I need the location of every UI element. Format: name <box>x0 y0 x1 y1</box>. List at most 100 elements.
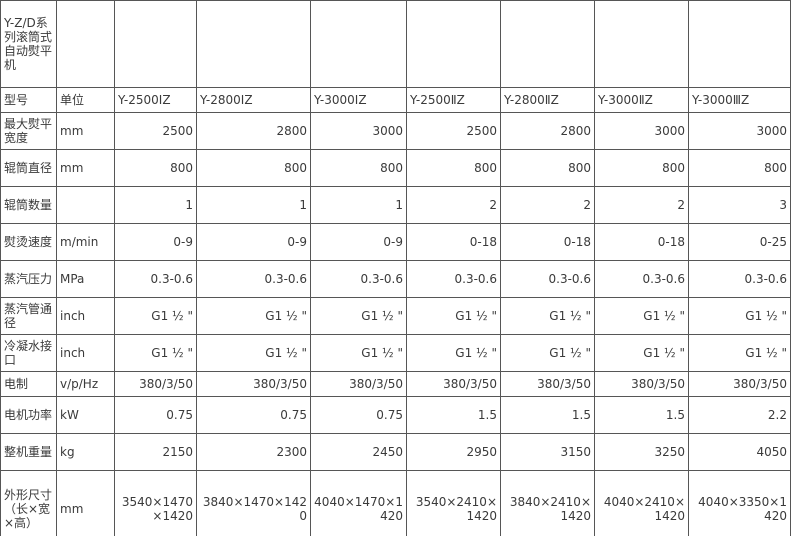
row-label: 冷凝水接口 <box>0 334 57 372</box>
model-name: Y-2800ⅡZ <box>500 87 595 113</box>
value-cell: G1 ½ " <box>500 297 595 335</box>
row-label: 外形尺寸（长×宽×高） <box>0 470 57 536</box>
value-cell: 4040×2410×1420 <box>594 470 689 536</box>
value-cell: 0.3-0.6 <box>196 260 311 298</box>
value-cell: 3540×1470×1420 <box>114 470 197 536</box>
table-row-ironing-speed: 熨烫速度 m/min 0-9 0-9 0-9 0-18 0-18 0-18 0-… <box>0 223 791 261</box>
unit-cell <box>56 186 115 224</box>
value-cell: 2500 <box>406 112 501 150</box>
value-cell: 0-9 <box>196 223 311 261</box>
model-name: Y-2500ⅡZ <box>406 87 501 113</box>
value-cell: 1 <box>310 186 407 224</box>
empty-cell <box>114 0 197 88</box>
value-cell: 2950 <box>406 433 501 471</box>
value-cell: 0-18 <box>406 223 501 261</box>
value-cell: G1 ½ " <box>114 334 197 372</box>
value-cell: 800 <box>196 149 311 187</box>
row-label: 最大熨平宽度 <box>0 112 57 150</box>
value-cell: G1 ½ " <box>406 334 501 372</box>
table-row-dimensions: 外形尺寸（长×宽×高） mm 3540×1470×1420 3840×1470×… <box>0 470 791 536</box>
value-cell: 3000 <box>310 112 407 150</box>
value-cell: 800 <box>114 149 197 187</box>
model-name: Y-2800ⅠZ <box>196 87 311 113</box>
value-cell: 3540×2410×1420 <box>406 470 501 536</box>
value-cell: 380/3/50 <box>196 371 311 397</box>
value-cell: 3250 <box>594 433 689 471</box>
value-cell: G1 ½ " <box>196 334 311 372</box>
unit-cell: inch <box>56 297 115 335</box>
value-cell: 380/3/50 <box>114 371 197 397</box>
value-cell: 2800 <box>196 112 311 150</box>
value-cell: 0.3-0.6 <box>594 260 689 298</box>
value-cell: 0.3-0.6 <box>406 260 501 298</box>
row-label: 辊筒数量 <box>0 186 57 224</box>
value-cell: 0.3-0.6 <box>310 260 407 298</box>
value-cell: 1.5 <box>500 396 595 434</box>
table-row-electric-supply: 电制 v/p/Hz 380/3/50 380/3/50 380/3/50 380… <box>0 371 791 397</box>
value-cell: 4040×3350×1420 <box>688 470 791 536</box>
value-cell: G1 ½ " <box>594 297 689 335</box>
value-cell: 380/3/50 <box>594 371 689 397</box>
value-cell: G1 ½ " <box>594 334 689 372</box>
unit-cell: kW <box>56 396 115 434</box>
value-cell: 2.2 <box>688 396 791 434</box>
table-row-roller-count: 辊筒数量 1 1 1 2 2 2 3 <box>0 186 791 224</box>
value-cell: 380/3/50 <box>310 371 407 397</box>
value-cell: 3 <box>688 186 791 224</box>
value-cell: G1 ½ " <box>688 334 791 372</box>
value-cell: 0-9 <box>114 223 197 261</box>
unit-cell: mm <box>56 470 115 536</box>
row-label: 蒸汽压力 <box>0 260 57 298</box>
value-cell: 0-18 <box>594 223 689 261</box>
table-row-roller-diameter: 辊筒直径 mm 800 800 800 800 800 800 800 <box>0 149 791 187</box>
unit-cell: m/min <box>56 223 115 261</box>
title-row: Y-Z/D系列滚筒式自动熨平机 <box>0 0 791 88</box>
unit-cell: MPa <box>56 260 115 298</box>
value-cell: 0.3-0.6 <box>114 260 197 298</box>
value-cell: 1.5 <box>594 396 689 434</box>
model-name: Y-3000ⅢZ <box>688 87 791 113</box>
value-cell: 380/3/50 <box>406 371 501 397</box>
unit-header: 单位 <box>56 87 115 113</box>
value-cell: G1 ½ " <box>688 297 791 335</box>
value-cell: 2300 <box>196 433 311 471</box>
value-cell: 3840×2410×1420 <box>500 470 595 536</box>
value-cell: 380/3/50 <box>688 371 791 397</box>
empty-cell <box>56 0 115 88</box>
value-cell: 3000 <box>688 112 791 150</box>
value-cell: 1 <box>196 186 311 224</box>
value-cell: 800 <box>310 149 407 187</box>
table-row-motor-power: 电机功率 kW 0.75 0.75 0.75 1.5 1.5 1.5 2.2 <box>0 396 791 434</box>
table-title: Y-Z/D系列滚筒式自动熨平机 <box>0 0 57 88</box>
table-row-steam-pressure: 蒸汽压力 MPa 0.3-0.6 0.3-0.6 0.3-0.6 0.3-0.6… <box>0 260 791 298</box>
table-row-machine-weight: 整机重量 kg 2150 2300 2450 2950 3150 3250 40… <box>0 433 791 471</box>
value-cell: 0-18 <box>500 223 595 261</box>
row-label: 电机功率 <box>0 396 57 434</box>
empty-cell <box>594 0 689 88</box>
value-cell: 800 <box>500 149 595 187</box>
value-cell: G1 ½ " <box>114 297 197 335</box>
value-cell: 2 <box>500 186 595 224</box>
value-cell: 800 <box>406 149 501 187</box>
table-row-steam-pipe: 蒸汽管通径 inch G1 ½ " G1 ½ " G1 ½ " G1 ½ " G… <box>0 297 791 335</box>
value-cell: G1 ½ " <box>310 297 407 335</box>
value-cell: 3150 <box>500 433 595 471</box>
unit-cell: mm <box>56 112 115 150</box>
value-cell: 2500 <box>114 112 197 150</box>
row-label: 电制 <box>0 371 57 397</box>
row-label: 蒸汽管通径 <box>0 297 57 335</box>
value-cell: G1 ½ " <box>196 297 311 335</box>
header-row: 型号 单位 Y-2500ⅠZ Y-2800ⅠZ Y-3000ⅠZ Y-2500Ⅱ… <box>0 87 791 113</box>
model-name: Y-2500ⅠZ <box>114 87 197 113</box>
value-cell: 4040×1470×1420 <box>310 470 407 536</box>
value-cell: 1 <box>114 186 197 224</box>
empty-cell <box>406 0 501 88</box>
value-cell: 0.3-0.6 <box>688 260 791 298</box>
value-cell: 2 <box>406 186 501 224</box>
value-cell: 380/3/50 <box>500 371 595 397</box>
unit-cell: inch <box>56 334 115 372</box>
value-cell: 0.75 <box>196 396 311 434</box>
value-cell: 800 <box>688 149 791 187</box>
